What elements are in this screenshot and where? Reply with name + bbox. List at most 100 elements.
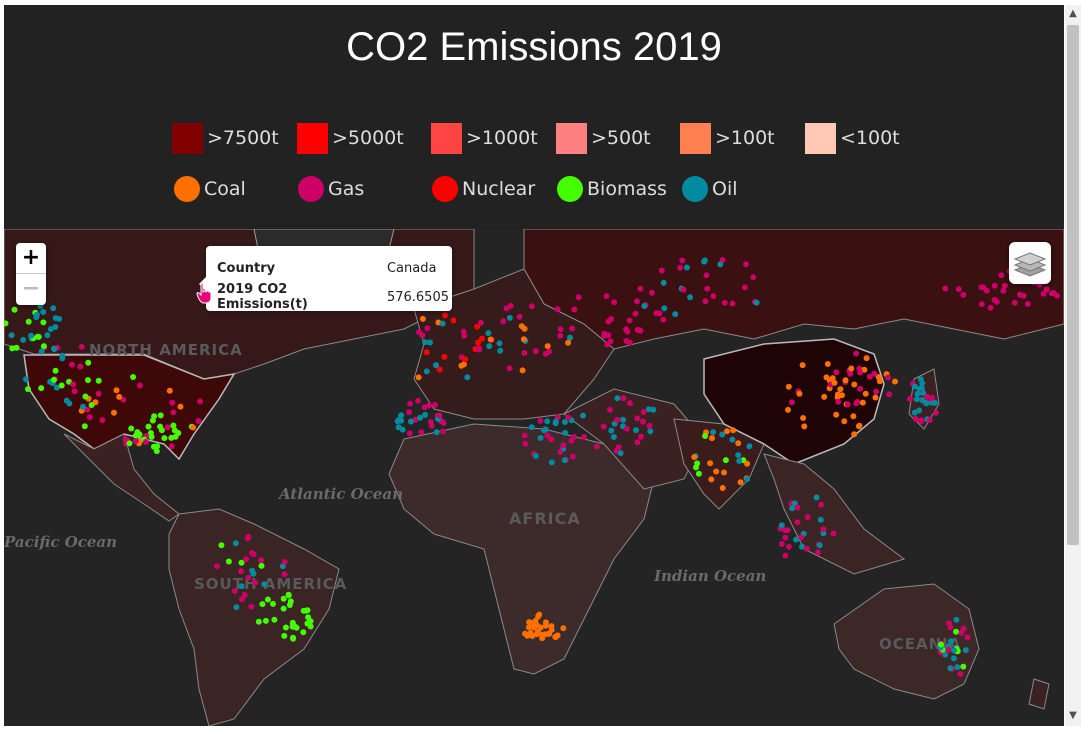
plant-marker[interactable] [395, 424, 402, 431]
plant-marker[interactable] [69, 361, 75, 368]
plant-marker[interactable] [919, 380, 926, 387]
plant-marker[interactable] [911, 383, 918, 390]
plant-marker[interactable] [1024, 301, 1031, 307]
map-canvas[interactable]: NORTH AMERICA SOUTH AMERICA AFRICA OCEAN… [4, 229, 1064, 726]
plant-marker[interactable] [743, 261, 749, 268]
plant-marker[interactable] [562, 429, 569, 436]
plant-marker[interactable] [431, 402, 438, 408]
scrollbar-thumb[interactable] [1067, 25, 1079, 545]
plant-marker[interactable] [709, 435, 715, 442]
plant-marker[interactable] [252, 579, 259, 586]
plant-marker[interactable] [960, 663, 967, 670]
plant-marker[interactable] [148, 433, 155, 440]
plant-marker[interactable] [918, 418, 925, 425]
plant-marker[interactable] [419, 315, 426, 322]
plant-marker[interactable] [250, 551, 257, 558]
plant-marker[interactable] [680, 286, 687, 293]
plant-marker[interactable] [626, 317, 633, 324]
plant-marker[interactable] [426, 402, 433, 409]
plant-marker[interactable] [11, 306, 18, 313]
plant-marker[interactable] [947, 638, 954, 645]
plant-marker[interactable] [28, 332, 35, 339]
plant-marker[interactable] [433, 429, 440, 436]
plant-marker[interactable] [81, 423, 88, 430]
plant-marker[interactable] [633, 427, 639, 434]
world-map[interactable]: NORTH AMERICA SOUTH AMERICA AFRICA OCEAN… [4, 229, 1064, 726]
plant-marker[interactable] [95, 377, 102, 384]
plant-marker[interactable] [1011, 299, 1018, 306]
plant-marker[interactable] [677, 264, 684, 271]
plant-marker[interactable] [40, 343, 47, 350]
plant-marker[interactable] [171, 427, 178, 434]
plant-marker[interactable] [82, 393, 89, 400]
plant-marker[interactable] [422, 339, 429, 346]
plant-marker[interactable] [620, 395, 627, 402]
plant-marker[interactable] [554, 414, 561, 421]
plant-marker[interactable] [816, 542, 823, 549]
plant-marker[interactable] [421, 404, 428, 411]
plant-marker[interactable] [50, 376, 57, 383]
plant-marker[interactable] [462, 356, 469, 363]
plant-marker[interactable] [38, 348, 45, 355]
plant-marker[interactable] [834, 391, 841, 398]
plant-marker[interactable] [544, 343, 551, 350]
plant-marker[interactable] [857, 385, 864, 392]
plant-marker[interactable] [735, 452, 742, 459]
plant-marker[interactable] [735, 440, 742, 447]
plant-marker[interactable] [729, 436, 736, 443]
plant-marker[interactable] [799, 362, 806, 369]
plant-marker[interactable] [560, 625, 567, 632]
plant-marker[interactable] [782, 527, 789, 534]
plant-marker[interactable] [243, 556, 250, 563]
plant-marker[interactable] [953, 628, 959, 635]
plant-marker[interactable] [750, 274, 757, 281]
plant-marker[interactable] [177, 403, 184, 410]
plant-marker[interactable] [271, 616, 278, 623]
plant-marker[interactable] [99, 417, 106, 424]
plant-marker[interactable] [844, 401, 851, 408]
plant-marker[interactable] [88, 402, 95, 408]
plant-marker[interactable] [172, 433, 179, 440]
plant-marker[interactable] [876, 378, 883, 385]
plant-marker[interactable] [408, 418, 414, 425]
plant-marker[interactable] [634, 439, 641, 446]
plant-marker[interactable] [166, 387, 173, 394]
plant-marker[interactable] [477, 319, 484, 326]
plant-marker[interactable] [650, 406, 657, 413]
plant-marker[interactable] [794, 519, 801, 526]
plant-marker[interactable] [803, 545, 810, 552]
plant-marker[interactable] [800, 415, 807, 421]
plant-marker[interactable] [1001, 282, 1008, 289]
plant-marker[interactable] [614, 395, 621, 402]
plant-marker[interactable] [593, 443, 600, 450]
plant-marker[interactable] [161, 435, 168, 442]
plant-marker[interactable] [610, 434, 617, 440]
plant-marker[interactable] [116, 393, 123, 400]
plant-marker[interactable] [25, 318, 32, 325]
plant-marker[interactable] [647, 428, 654, 435]
plant-marker[interactable] [225, 558, 232, 565]
plant-marker[interactable] [164, 424, 171, 431]
plant-marker[interactable] [507, 302, 514, 309]
plant-marker[interactable] [85, 377, 91, 384]
plant-marker[interactable] [719, 431, 726, 438]
plant-marker[interactable] [398, 417, 405, 424]
plant-marker[interactable] [497, 347, 504, 354]
plant-marker[interactable] [532, 348, 539, 355]
plant-marker[interactable] [736, 458, 743, 464]
plant-marker[interactable] [424, 325, 431, 332]
plant-marker[interactable] [851, 431, 858, 438]
plant-marker[interactable] [866, 373, 873, 380]
plant-marker[interactable] [929, 394, 936, 401]
plant-marker[interactable] [634, 298, 640, 305]
plant-marker[interactable] [58, 382, 65, 389]
plant-marker[interactable] [170, 409, 177, 416]
plant-marker[interactable] [782, 552, 789, 559]
plant-marker[interactable] [450, 317, 457, 324]
plant-marker[interactable] [304, 620, 311, 627]
plant-marker[interactable] [841, 418, 848, 425]
plant-marker[interactable] [293, 624, 300, 631]
plant-marker[interactable] [25, 386, 31, 393]
plant-marker[interactable] [842, 377, 849, 384]
plant-marker[interactable] [717, 261, 724, 268]
